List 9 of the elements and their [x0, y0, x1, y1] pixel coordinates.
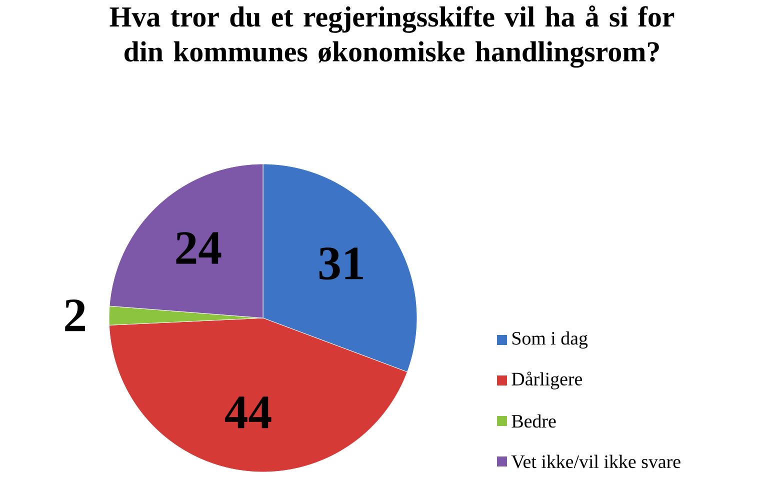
data-label: 44	[224, 396, 272, 428]
legend-label: Bedre	[512, 414, 556, 428]
data-label: 2	[65, 299, 85, 332]
data-label: 31	[319, 248, 363, 280]
data-label: 24	[176, 232, 222, 264]
legend-label: Vet ikke/vil ikke svare	[511, 454, 680, 468]
legend-label: Som i dag	[512, 331, 588, 349]
legend-label: Dårligere	[512, 372, 582, 390]
chart-title: Hva tror du et regjeringsskifte vil ha å si for din kommunes økonomiske handlingsrom?	[110, 6, 674, 68]
